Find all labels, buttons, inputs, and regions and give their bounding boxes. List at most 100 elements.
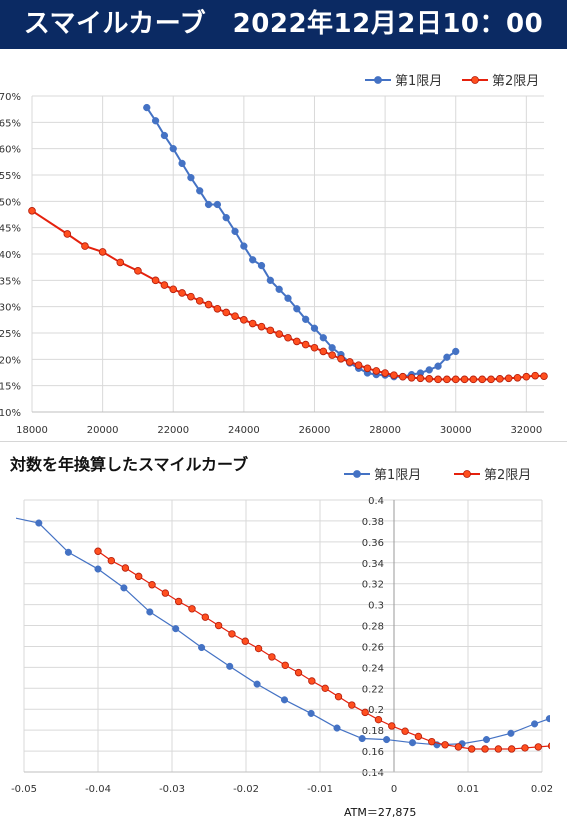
x-tick-label: 32000 — [510, 425, 542, 436]
data-point — [64, 548, 72, 556]
y-tick-label: 0.14 — [362, 768, 384, 779]
data-point — [504, 374, 513, 383]
data-point — [482, 736, 491, 744]
y-tick-label: 0.26 — [362, 642, 384, 653]
data-point — [388, 722, 396, 730]
data-point — [281, 661, 289, 669]
data-point — [401, 727, 409, 735]
section-divider — [0, 441, 567, 442]
data-point — [81, 242, 89, 250]
legend-label: 第2限月 — [492, 74, 539, 89]
data-point — [228, 630, 236, 638]
data-point — [172, 625, 180, 633]
y-tick-label: 55% — [0, 171, 21, 182]
data-point — [328, 344, 336, 352]
x-tick-label: -0.05 — [11, 784, 37, 795]
data-point — [468, 745, 476, 753]
data-point — [98, 248, 107, 256]
atm-label: ATM＝27,875 — [344, 806, 417, 819]
y-tick-label: 25% — [0, 329, 21, 340]
data-point — [358, 734, 366, 743]
legend-label: 第1限月 — [395, 74, 442, 89]
data-point — [407, 373, 416, 382]
y-tick-label: 0.22 — [362, 684, 384, 695]
y-tick-label: 0.24 — [362, 663, 384, 674]
y-tick-label: 0.4 — [368, 496, 384, 507]
data-point — [487, 375, 495, 384]
data-point — [507, 745, 516, 753]
y-tick-label: 0.16 — [362, 747, 384, 758]
data-point — [116, 258, 125, 267]
legend-marker — [471, 76, 479, 84]
data-point — [478, 375, 487, 384]
data-point — [469, 375, 478, 384]
data-point — [187, 292, 195, 301]
data-point — [204, 200, 213, 209]
data-point — [94, 547, 102, 555]
data-point — [6, 513, 13, 520]
data-point — [443, 353, 451, 361]
data-point — [28, 207, 36, 215]
y-tick-label: 50% — [0, 197, 21, 208]
x-tick-label: -0.03 — [159, 784, 185, 795]
legend-marker — [463, 470, 471, 478]
y-tick-label: 0.34 — [362, 559, 384, 570]
data-point — [187, 173, 195, 182]
data-point — [254, 644, 263, 653]
data-point — [275, 285, 283, 293]
y-tick-label: 0.38 — [362, 517, 384, 528]
data-point — [334, 692, 343, 701]
data-point — [169, 285, 178, 294]
data-point — [161, 589, 170, 597]
y-tick-label: 0.36 — [362, 538, 384, 549]
data-point — [148, 581, 156, 589]
data-point — [143, 103, 151, 112]
y-tick-label: 0.32 — [362, 580, 384, 591]
y-tick-label: 70% — [0, 92, 21, 103]
data-point — [240, 316, 248, 324]
y-tick-label: 65% — [0, 118, 21, 129]
x-tick-label: 26000 — [299, 425, 331, 436]
data-point — [240, 242, 248, 250]
data-point — [319, 347, 328, 356]
data-point — [178, 289, 186, 297]
data-point — [361, 708, 369, 717]
legend-marker — [353, 470, 361, 478]
data-point — [522, 372, 531, 381]
data-point — [310, 343, 319, 352]
data-point — [120, 584, 128, 592]
data-point — [307, 709, 315, 717]
x-tick-label: 30000 — [440, 425, 472, 436]
data-point — [201, 613, 209, 621]
data-point — [257, 261, 266, 270]
data-point — [441, 741, 449, 749]
data-point — [454, 743, 463, 751]
y-tick-label: 0.3 — [368, 601, 384, 612]
data-point — [151, 117, 160, 125]
x-tick-label: 0 — [391, 784, 397, 795]
data-point — [231, 227, 239, 236]
data-point — [280, 696, 289, 704]
data-point — [214, 621, 223, 630]
data-point — [521, 744, 529, 752]
data-point — [348, 701, 356, 709]
series-line — [16, 517, 550, 746]
data-point — [226, 662, 234, 670]
x-tick-label: 18000 — [16, 425, 48, 436]
data-point — [266, 276, 274, 284]
smile-curve-chart: 10% 15% 20% 25% 30% 35% 40% 45% 50% 55% 60% 65% 70% 1… — [0, 74, 548, 436]
data-point — [531, 720, 539, 728]
y-tick-label: 45% — [0, 224, 21, 235]
data-point — [372, 367, 381, 375]
plot-area — [28, 103, 548, 384]
data-point — [121, 564, 130, 572]
data-point — [188, 605, 196, 613]
data-point — [460, 375, 469, 384]
data-point — [310, 324, 319, 332]
data-point — [249, 256, 257, 264]
data-point — [496, 375, 504, 383]
y-tick-label: 0.2 — [368, 705, 384, 716]
x-tick-label: 24000 — [228, 425, 260, 436]
x-tick-label: 28000 — [369, 425, 401, 436]
data-point — [354, 361, 363, 369]
